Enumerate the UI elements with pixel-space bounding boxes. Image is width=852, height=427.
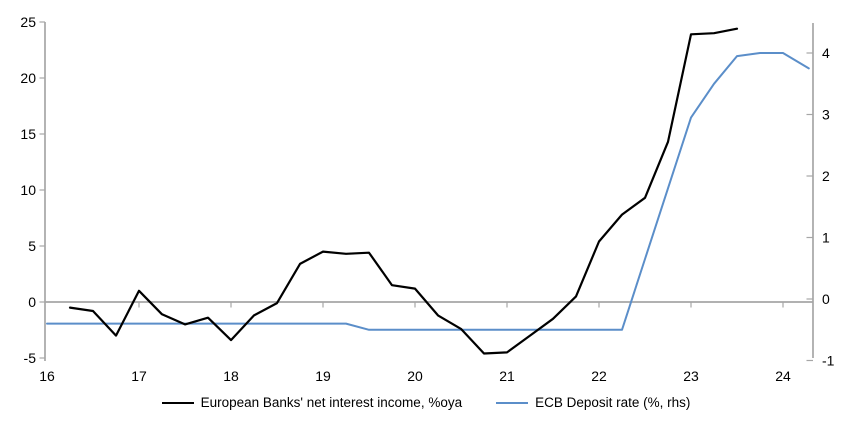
left-y-axis-tick-label: 10 [20, 182, 36, 198]
left-y-axis-tick-label: 20 [20, 70, 36, 86]
x-axis-tick-label: 20 [407, 368, 423, 384]
nii-legend-label: European Banks' net interest income, %oy… [200, 395, 463, 410]
x-axis-tick-label: 21 [499, 368, 515, 384]
left-y-axis-tick-label: 25 [20, 14, 36, 30]
x-axis-tick-label: 23 [683, 368, 699, 384]
x-axis-tick-label: 18 [223, 368, 239, 384]
left-y-axis-tick-label: 0 [28, 294, 36, 310]
ecb-legend-label: ECB Deposit rate (%, rhs) [535, 395, 691, 410]
right-y-axis-tick-label: 4 [822, 45, 830, 61]
right-y-axis-tick-label: 3 [822, 107, 830, 123]
x-axis-tick-label: 24 [775, 368, 791, 384]
legend-item-ecb: ECB Deposit rate (%, rhs) [496, 395, 690, 410]
right-y-axis-tick-label: 1 [822, 230, 830, 246]
left-y-axis-tick-label: 15 [20, 126, 36, 142]
right-y-axis-tick-label: 2 [822, 168, 830, 184]
right-y-axis-tick-label: 0 [822, 291, 830, 307]
x-axis-tick-label: 17 [131, 368, 147, 384]
chart-legend: European Banks' net interest income, %oy… [0, 395, 852, 410]
net-interest-income-line [68, 27, 739, 355]
x-axis-tick-label: 16 [39, 368, 55, 384]
x-axis-tick-label: 22 [591, 368, 607, 384]
right-y-axis-tick-label: -1 [822, 353, 835, 369]
x-axis-tick-label: 19 [315, 368, 331, 384]
nii-line-sample [161, 401, 194, 404]
ecb-deposit-rate-line [46, 52, 810, 331]
legend-item-nii: European Banks' net interest income, %oy… [161, 395, 463, 410]
left-y-axis-tick-label: -5 [24, 350, 37, 366]
left-y-axis-tick-label: 5 [28, 238, 36, 254]
ecb-line-sample [496, 401, 529, 404]
